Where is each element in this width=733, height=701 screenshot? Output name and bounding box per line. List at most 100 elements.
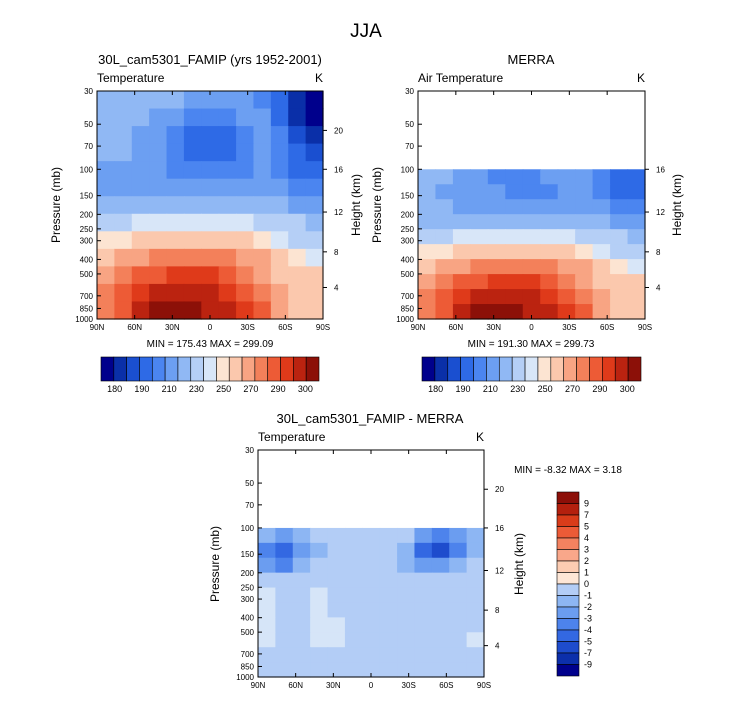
colorbar-swatch — [203, 356, 217, 382]
x-tick-label: 0 — [208, 323, 213, 332]
y-tick-label: 500 — [401, 270, 415, 279]
colorbar-swatch — [113, 356, 127, 382]
heatmap-cell — [397, 617, 416, 633]
heatmap-cell — [131, 161, 150, 180]
figure-title: JJA — [350, 21, 382, 42]
heatmap-cell — [236, 283, 255, 303]
heatmap-cell — [97, 196, 115, 215]
heatmap-cell — [362, 602, 381, 618]
heatmap-cell — [435, 304, 454, 320]
heatmap-cell — [236, 248, 255, 267]
heatmap-cell — [218, 178, 237, 197]
heatmap-cell — [310, 647, 329, 663]
heatmap-cell — [114, 231, 133, 250]
heatmap-cell — [505, 274, 524, 290]
colorbar-label: 3 — [584, 545, 589, 555]
x-tick-label: 60S — [278, 323, 292, 332]
heatmap-cell — [327, 557, 346, 574]
colorbar-label: 190 — [134, 384, 149, 394]
y2-tick-label: 16 — [495, 524, 504, 533]
heatmap-cell — [97, 301, 115, 320]
heatmap-cell — [253, 161, 272, 180]
heatmap-cell — [253, 231, 272, 250]
colorbar-label: -4 — [584, 625, 592, 635]
heatmap-cell — [236, 266, 255, 285]
heatmap-cell — [236, 231, 255, 250]
heatmap-cell — [470, 214, 489, 230]
y-tick-label: 250 — [401, 225, 415, 234]
colorbar-label: 230 — [510, 384, 525, 394]
heatmap-cell — [149, 266, 168, 285]
heatmap-cell — [201, 143, 220, 162]
heatmap-cell — [418, 199, 437, 215]
heatmap-cell — [288, 108, 307, 127]
heatmap-cell — [470, 304, 489, 320]
heatmap-cell — [610, 199, 629, 215]
heatmap-cell — [218, 266, 237, 285]
heatmap-cell — [592, 274, 611, 290]
heatmap-cell — [258, 632, 276, 648]
heatmap-cell — [97, 126, 115, 145]
heatmap-cell — [540, 184, 559, 200]
heatmap-cell — [253, 196, 272, 215]
heatmap-cell — [344, 527, 363, 544]
heatmap-cell — [452, 184, 471, 200]
heatmap-cell — [258, 557, 276, 574]
heatmap-cell — [540, 214, 559, 230]
heatmap-cell — [575, 259, 594, 275]
heatmap-cell — [414, 557, 433, 574]
heatmap-cell — [487, 289, 506, 305]
heatmap-cell — [610, 229, 629, 245]
heatmap-cell — [522, 229, 541, 245]
heatmap-cell — [466, 527, 485, 544]
colorbar-swatch — [556, 503, 580, 516]
y-tick-label: 50 — [84, 120, 93, 129]
y-tick-label: 100 — [401, 165, 415, 174]
y2-tick-label: 4 — [334, 283, 339, 292]
heatmap-cell — [470, 244, 489, 260]
heatmap-cell — [449, 647, 468, 663]
heatmap-cell — [288, 283, 307, 303]
heatmap-cell — [431, 662, 450, 678]
heatmap-cell — [418, 214, 437, 230]
heatmap-cell — [183, 161, 202, 180]
heatmap-cell — [431, 617, 450, 633]
colorbar-swatch — [228, 356, 243, 382]
heatmap-cell — [379, 617, 398, 633]
x-tick-label: 90S — [477, 681, 491, 690]
heatmap-cell — [218, 143, 237, 162]
heatmap-cell — [270, 248, 289, 267]
y-tick-label: 700 — [80, 292, 94, 301]
y-tick-label: 300 — [241, 595, 255, 604]
heatmap-cell — [610, 169, 629, 185]
heatmap-cell — [183, 196, 202, 215]
heatmap-cell — [627, 214, 646, 230]
y-tick-label: 500 — [241, 628, 255, 637]
heatmap-cell — [149, 248, 168, 267]
panel-3-left-label: Temperature — [258, 430, 326, 444]
colorbar-swatch — [563, 356, 577, 382]
y-tick-label: 50 — [405, 120, 414, 129]
heatmap-cell — [627, 289, 646, 305]
panel-2-title: MERRA — [508, 52, 555, 67]
x-tick-label: 30N — [165, 323, 180, 332]
heatmap-cell — [166, 161, 185, 180]
heatmap-cell — [449, 542, 468, 559]
heatmap-cell — [452, 259, 471, 275]
heatmap-cell — [236, 91, 255, 110]
heatmap-cell — [379, 572, 398, 589]
colorbar-swatch — [614, 356, 629, 382]
heatmap-cell — [449, 557, 468, 574]
colorbar-label: 0 — [584, 579, 589, 589]
heatmap-cell — [218, 231, 237, 250]
heatmap-cell — [327, 527, 346, 544]
heatmap-cell — [305, 266, 324, 285]
x-tick-label: 30N — [486, 323, 501, 332]
colorbar-swatch — [434, 356, 449, 382]
heatmap-cell — [149, 161, 168, 180]
heatmap-cell — [270, 266, 289, 285]
heatmap-cell — [253, 126, 272, 145]
heatmap-cell — [97, 266, 115, 285]
heatmap-cell — [505, 214, 524, 230]
panel-3-right-label: K — [476, 430, 484, 444]
